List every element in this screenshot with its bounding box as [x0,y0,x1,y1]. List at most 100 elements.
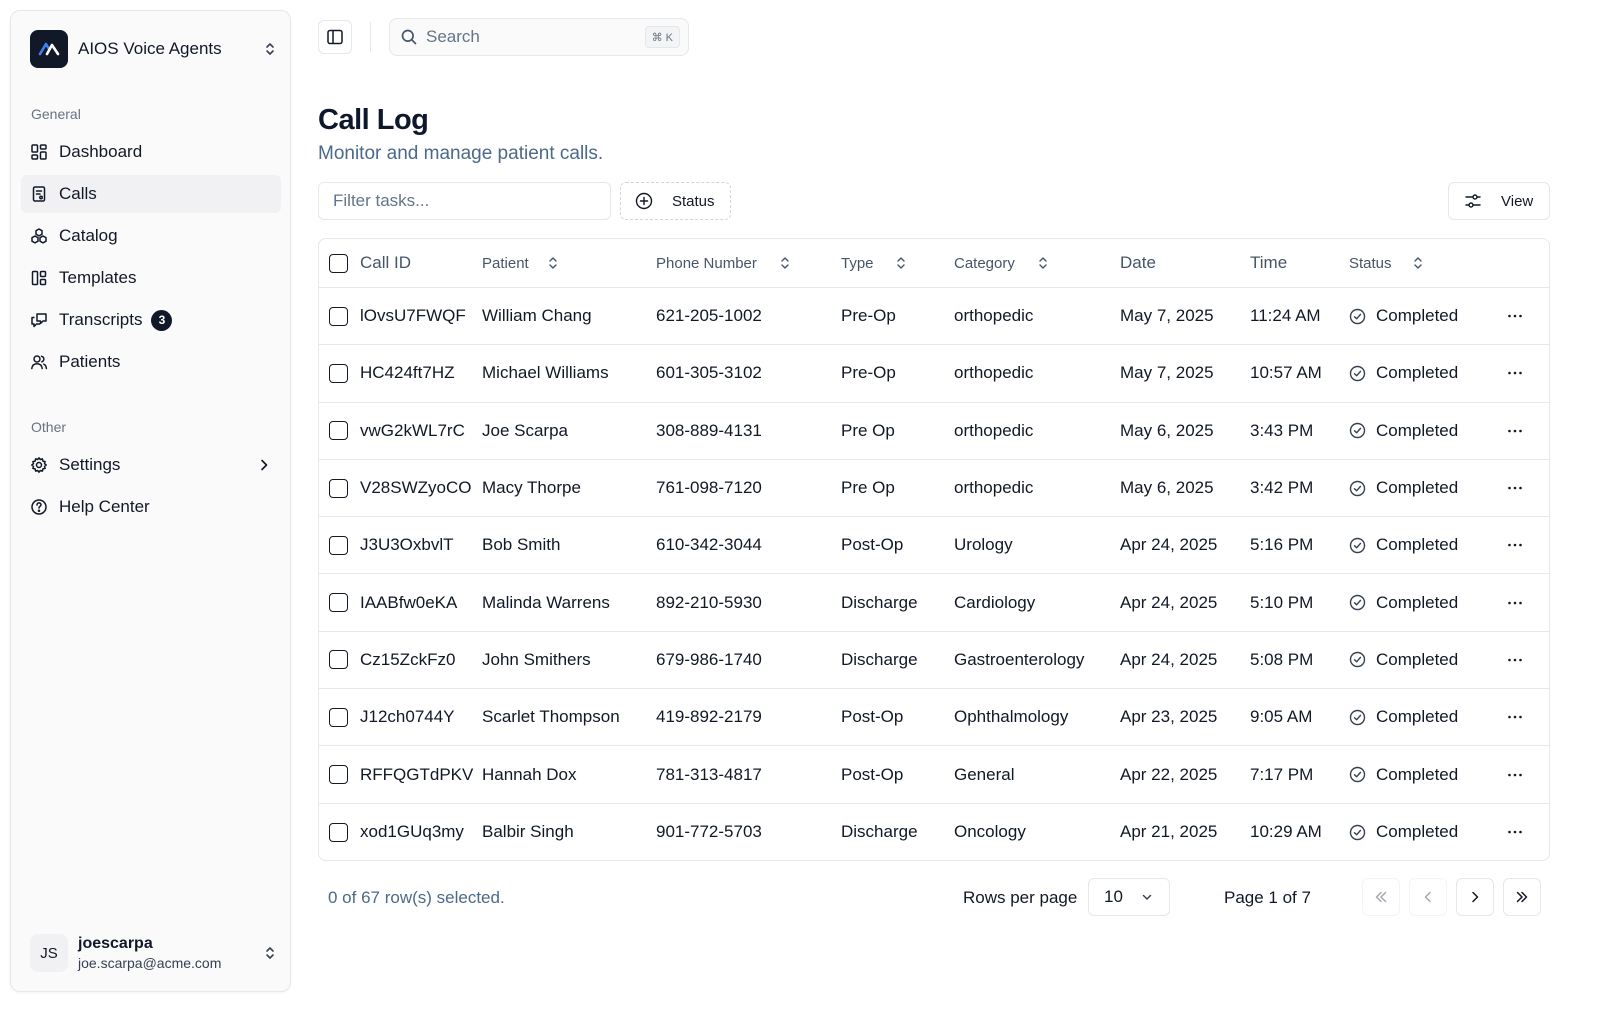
cell-phone: 601-305-3102 [656,363,762,383]
table-row[interactable]: xod1GUq3my Balbir Singh 901-772-5703 Discha… [319,804,1549,860]
sidebar-item-patients[interactable]: Patients [21,343,281,381]
row-checkbox[interactable] [329,650,348,670]
last-page-button[interactable] [1503,878,1541,916]
cell-status: Completed [1349,288,1458,344]
more-horizontal-icon [1506,823,1524,841]
sidebar-toggle-button[interactable] [318,20,352,54]
search-label: Search [426,27,480,46]
cell-category: Gastroenterology [954,649,1085,669]
more-horizontal-icon [1506,307,1524,325]
row-actions-button[interactable] [1506,403,1524,459]
sidebar-item-help-center[interactable]: Help Center [21,488,281,526]
more-horizontal-icon [1506,536,1524,554]
row-checkbox[interactable] [329,822,348,842]
sidebar-item-templates[interactable]: Templates [21,259,281,297]
row-actions-button[interactable] [1506,460,1524,516]
check-circle-icon [1349,308,1366,325]
section-label-other: Other [31,419,67,435]
cell-phone: 621-205-1002 [656,306,762,326]
table-row[interactable]: V28SWZyoCO Macy Thorpe 761-098-7120 Pre Op o… [319,460,1549,518]
cell-status: Completed [1349,575,1458,631]
row-checkbox[interactable] [329,363,348,383]
row-select-cell [329,517,348,573]
table-row[interactable]: lOvsU7FWQF William Chang 621-205-1002 Pre-O… [319,288,1549,346]
column-header-phone[interactable]: Phone Number [656,239,791,287]
cell-date: May 7, 2025 [1120,363,1214,383]
sidebar-item-settings[interactable]: Settings [21,446,281,484]
row-actions-button[interactable] [1506,575,1524,631]
row-actions-button[interactable] [1506,345,1524,401]
view-options-button[interactable]: View [1448,182,1550,220]
row-checkbox[interactable] [329,535,348,555]
plus-circle-icon [635,192,653,210]
row-checkbox[interactable] [329,593,348,613]
table-row[interactable]: HC424ft7HZ Michael Williams 601-305-3102 Pr… [319,345,1549,403]
cell-patient: Bob Smith [482,535,561,555]
cell-patient: Scarlet Thompson [482,707,620,727]
cell-call-id: HC424ft7HZ [360,363,455,383]
row-actions-button[interactable] [1506,632,1524,688]
sort-icon [1412,256,1424,270]
user-menu[interactable]: JS joescarpa joe.scarpa@acme.com [30,931,278,975]
cell-type: Post-Op [841,707,904,727]
sidebar-item-label: Transcripts [59,310,143,329]
row-actions-button[interactable] [1506,517,1524,573]
next-page-button[interactable] [1456,878,1494,916]
table-row[interactable]: Cz15ZckFz0 John Smithers 679-986-1740 Disch… [319,632,1549,690]
sidebar-item-catalog[interactable]: Catalog [21,217,281,255]
row-actions-button[interactable] [1506,804,1524,860]
more-horizontal-icon [1506,422,1524,440]
search-button[interactable]: Search ⌘ K [389,18,689,56]
chevrons-left-icon [1373,889,1389,905]
column-header-patient[interactable]: Patient [482,239,559,287]
status-filter-button[interactable]: Status [620,182,731,220]
rows-per-page-select[interactable]: 10 [1088,878,1170,916]
chevrons-up-down-icon [262,41,278,57]
row-checkbox[interactable] [329,765,348,785]
cell-category: General [954,764,1015,784]
sidebar-item-label: Settings [59,455,121,474]
cell-category: orthopedic [954,363,1034,383]
row-actions-button[interactable] [1506,746,1524,802]
sidebar-item-dashboard[interactable]: Dashboard [21,133,281,171]
cell-patient: Michael Williams [482,363,609,383]
workspace-switcher[interactable]: AIOS Voice Agents [30,29,278,69]
column-header-category[interactable]: Category [954,239,1049,287]
table-row[interactable]: J12ch0744Y Scarlet Thompson 419-892-2179 Po… [319,689,1549,747]
row-checkbox[interactable] [329,421,348,441]
cell-status: Completed [1349,746,1458,802]
check-circle-icon [1349,594,1366,611]
rows-per-page-label: Rows per page [963,888,1078,907]
selection-summary: 0 of 67 row(s) selected. [328,888,505,907]
check-circle-icon [1349,709,1366,726]
row-actions-button[interactable] [1506,288,1524,344]
table-row[interactable]: J3U3OxbvlT Bob Smith 610-342-3044 Post-Op Ur… [319,517,1549,575]
previous-page-button[interactable] [1409,878,1447,916]
row-checkbox[interactable] [329,707,348,727]
row-actions-button[interactable] [1506,689,1524,745]
column-header-status[interactable]: Status [1349,239,1424,287]
cell-phone: 679-986-1740 [656,649,762,669]
cell-time: 5:16 PM [1250,535,1314,555]
cell-time: 9:05 AM [1250,707,1313,727]
table-row[interactable]: vwG2kWL7rC Joe Scarpa 308-889-4131 Pre Op or… [319,403,1549,460]
table-row[interactable]: RFFQGTdPKV Hannah Dox 781-313-4817 Post-Op G… [319,746,1549,804]
sidebar-item-calls[interactable]: Calls [21,175,281,213]
first-page-button[interactable] [1362,878,1400,916]
gear-icon [30,456,48,474]
cell-status: Completed [1349,517,1458,573]
cell-phone: 761-098-7120 [656,478,762,498]
sidebar-item-transcripts[interactable]: Transcripts 3 [21,301,281,339]
table-row[interactable]: IAABfw0eKA Malinda Warrens 892-210-5930 Dis… [319,575,1549,632]
row-select-cell [329,575,348,631]
workspace-name: AIOS Voice Agents [78,39,222,58]
cell-type: Pre-Op [841,306,896,326]
cell-patient: Macy Thorpe [482,478,581,498]
cell-patient: William Chang [482,306,592,326]
column-header-type[interactable]: Type [841,239,907,287]
row-checkbox[interactable] [329,478,348,498]
select-all-checkbox[interactable] [329,253,348,273]
row-checkbox[interactable] [329,306,348,326]
column-header-label: Type [841,254,874,272]
filter-input[interactable] [318,182,611,220]
